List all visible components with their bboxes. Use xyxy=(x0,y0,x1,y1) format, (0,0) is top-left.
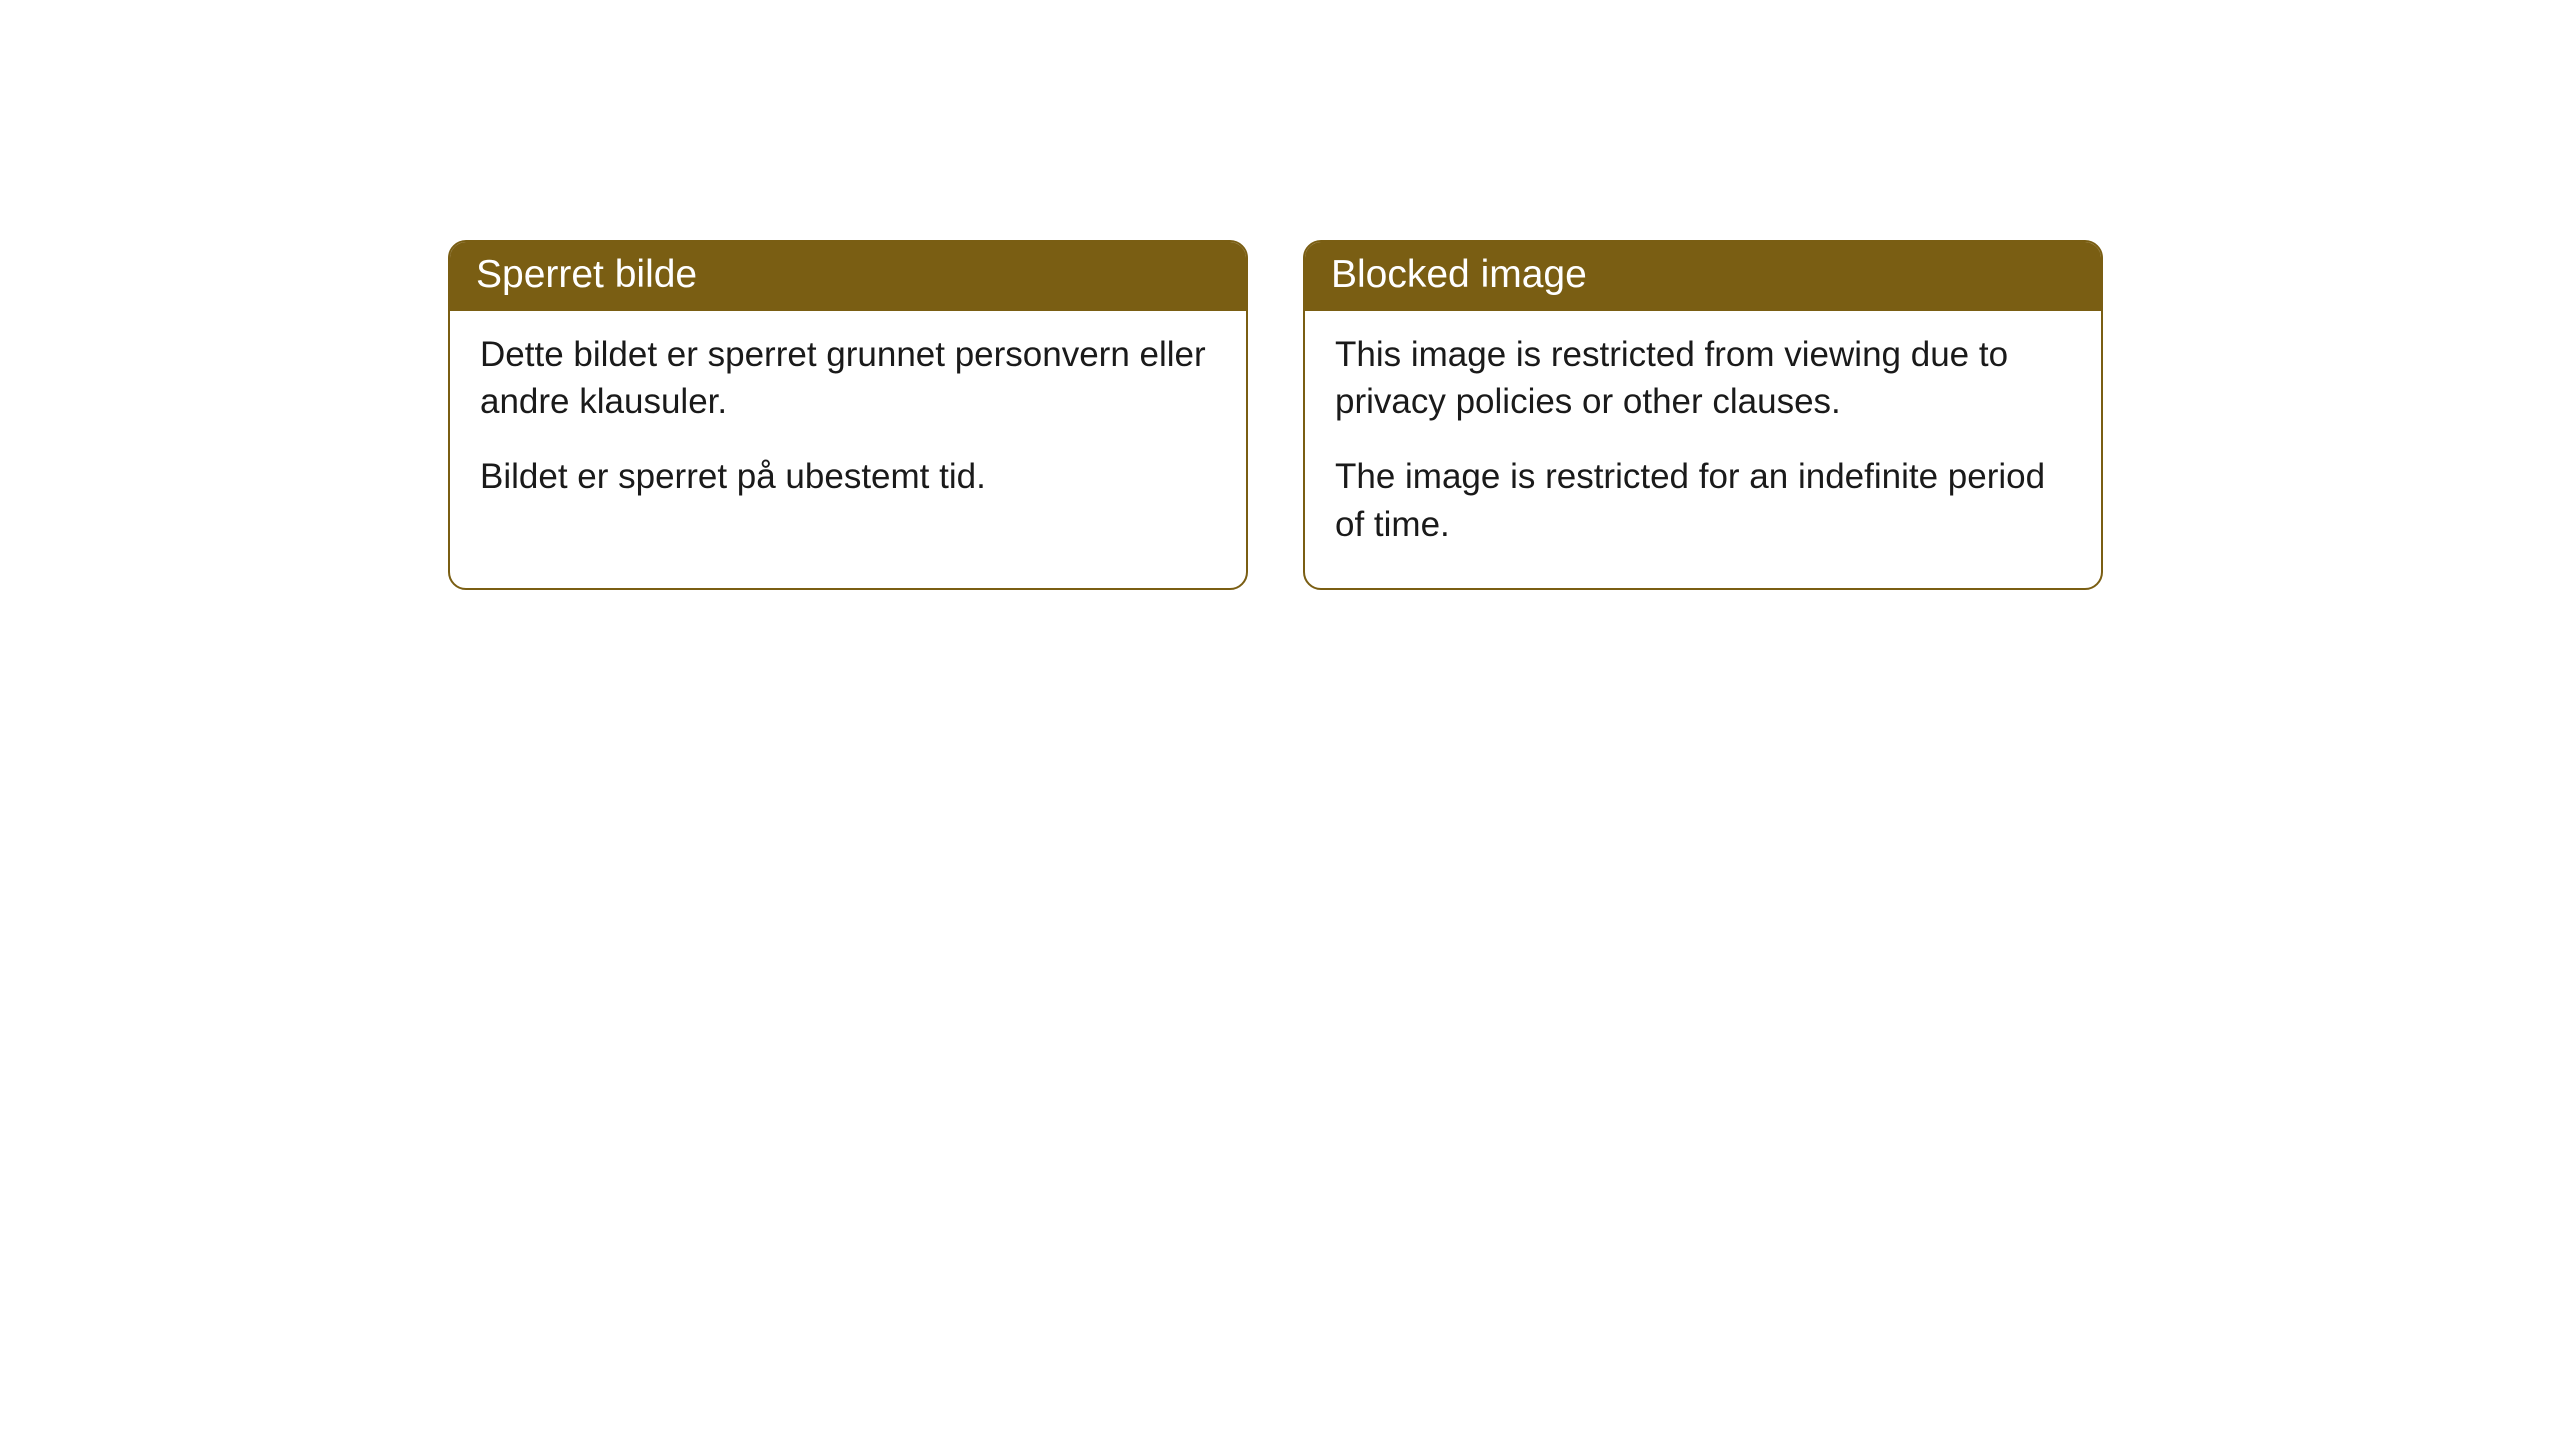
notice-card-body: Dette bildet er sperret grunnet personve… xyxy=(450,311,1246,541)
notice-card-title: Blocked image xyxy=(1305,242,2101,311)
notice-paragraph: This image is restricted from viewing du… xyxy=(1335,331,2071,426)
notice-paragraph: Bildet er sperret på ubestemt tid. xyxy=(480,453,1216,500)
notice-paragraph: The image is restricted for an indefinit… xyxy=(1335,453,2071,548)
notice-container: Sperret bilde Dette bildet er sperret gr… xyxy=(448,240,2103,590)
notice-paragraph: Dette bildet er sperret grunnet personve… xyxy=(480,331,1216,426)
notice-card-title: Sperret bilde xyxy=(450,242,1246,311)
notice-card-body: This image is restricted from viewing du… xyxy=(1305,311,2101,588)
notice-card-norwegian: Sperret bilde Dette bildet er sperret gr… xyxy=(448,240,1248,590)
notice-card-english: Blocked image This image is restricted f… xyxy=(1303,240,2103,590)
